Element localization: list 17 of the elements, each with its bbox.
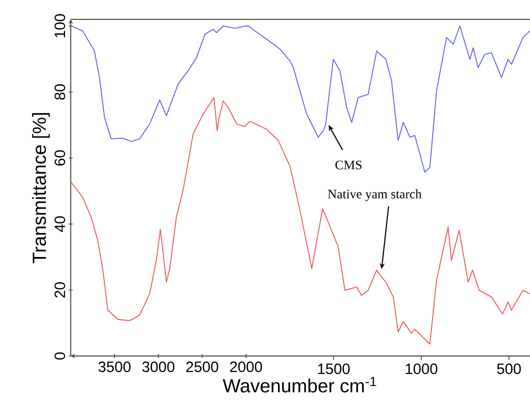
annotation: CMS [335,160,362,170]
x-tick-label: 1500 [318,364,350,374]
x-tick-label: 3000 [142,362,174,372]
x-tick-label: 2000 [230,362,262,372]
x-axis-title: Wavenumber cm$^{-1}$ [222,376,376,392]
y-tick-label: 100 [54,14,66,38]
y-tick-label: 80 [54,84,66,100]
y-tick-label: 40 [54,216,66,232]
y-tick-label: 20 [54,282,66,298]
x-tick-label: 2500 [186,362,218,372]
x-tick-label: 1000 [406,364,438,374]
y-tick-label: 60 [54,150,66,166]
y-tick-label: 0 [54,352,66,360]
y-axis-title: Transmittance [%] [32,113,50,264]
annotation: Native yam starch [328,189,422,202]
x-tick-label: 3500 [98,362,131,372]
x-tick-label: 500 [497,364,521,374]
